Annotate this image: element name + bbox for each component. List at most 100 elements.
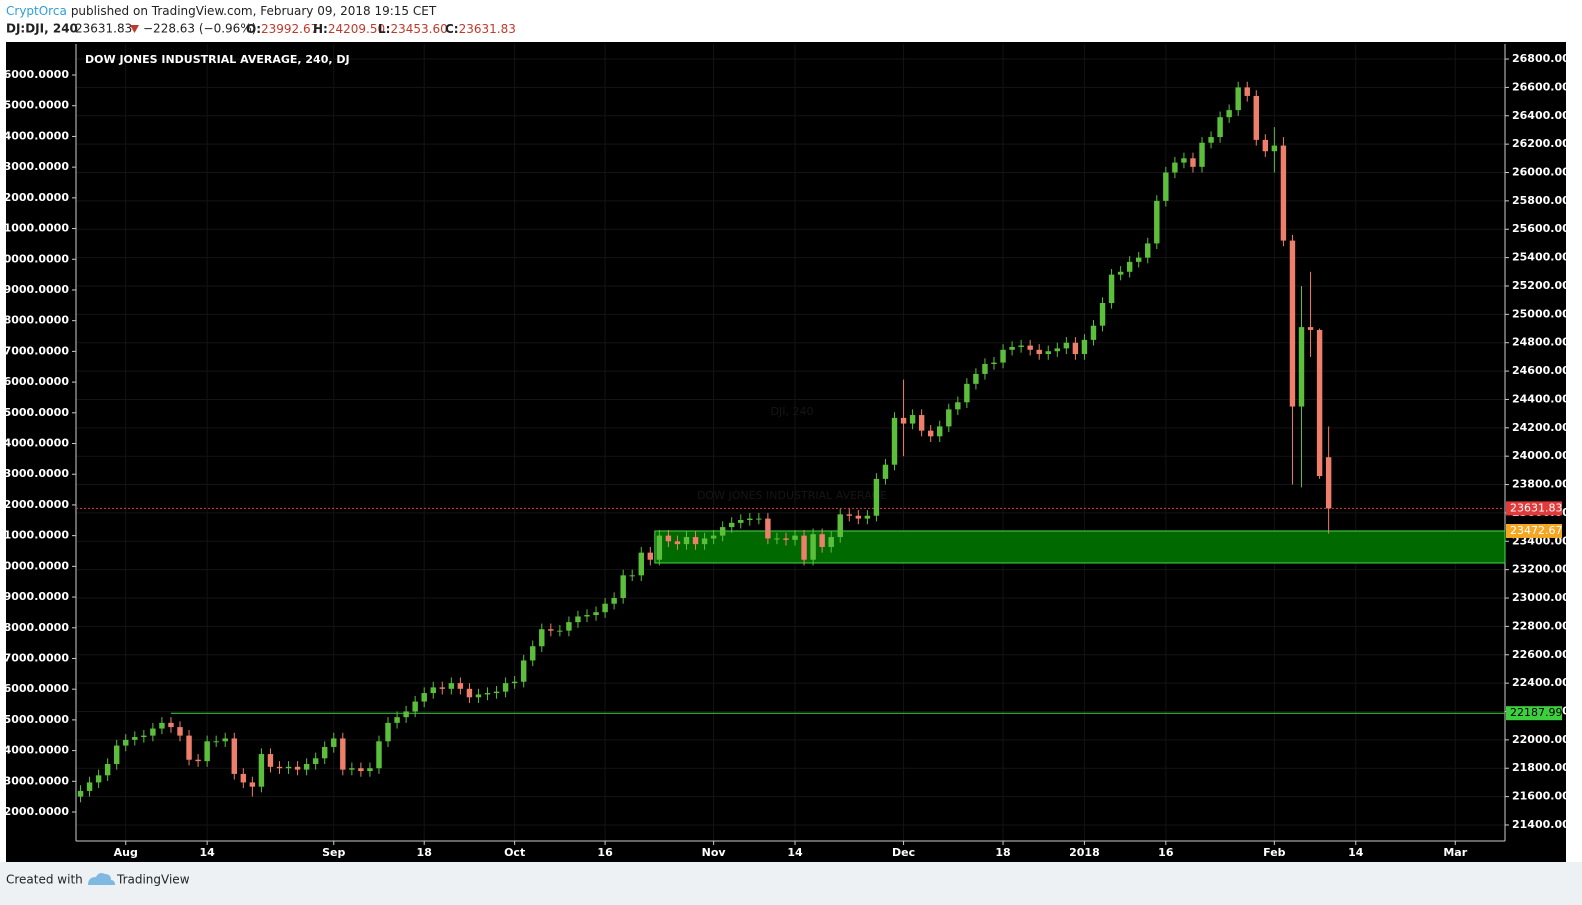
candle-body <box>584 615 590 617</box>
candle-body <box>1145 243 1151 258</box>
x-tick-label: 18 <box>995 846 1010 859</box>
ohlc-item: H:24209.50 <box>313 22 385 36</box>
publisher[interactable]: CryptOrca <box>6 4 67 18</box>
candle-body <box>1000 349 1006 363</box>
candle-body <box>701 538 708 545</box>
candle-body <box>1108 274 1115 304</box>
candle-body <box>891 417 898 465</box>
candle-body <box>747 518 753 521</box>
candle-body <box>1018 345 1024 347</box>
candle-body <box>294 766 301 770</box>
y2-tick-label: 23200.00 <box>1512 563 1570 576</box>
brand[interactable]: TradingView <box>116 873 190 887</box>
candle-body <box>1027 345 1033 350</box>
candle-body <box>1099 303 1106 326</box>
candle-body <box>783 538 789 540</box>
candle-body <box>728 522 735 528</box>
candle-body <box>756 518 762 520</box>
candle-body <box>1244 87 1250 96</box>
candle-body <box>575 616 581 623</box>
x-tick-label: 14 <box>787 846 803 859</box>
y-tick-label: 35000.0000 <box>0 99 69 112</box>
price-tag <box>1506 501 1562 516</box>
y-tick-label: 15000.0000 <box>0 713 69 726</box>
y2-tick-label: 22600.00 <box>1512 648 1570 661</box>
candle-body <box>1072 342 1079 355</box>
ohlc-label: L: <box>378 22 390 36</box>
candle-body <box>647 552 654 560</box>
candle-body <box>493 691 500 694</box>
candle-body <box>611 598 617 604</box>
y2-tick-label: 24600.00 <box>1512 364 1570 377</box>
down-arrow <box>130 25 139 33</box>
y-tick-label: 12000.0000 <box>0 805 69 818</box>
published: published on TradingView.com, February 0… <box>71 4 437 18</box>
y2-tick-label: 22800.00 <box>1512 619 1570 632</box>
candle-body <box>113 745 120 764</box>
candle-body <box>331 738 337 747</box>
y2-tick-label: 25400.00 <box>1512 251 1570 264</box>
y-tick-label: 14000.0000 <box>0 744 69 757</box>
candle-body <box>448 683 455 689</box>
logo <box>88 873 115 885</box>
y2-tick-label: 25200.00 <box>1512 279 1570 292</box>
y-tick-label: 36000.0000 <box>0 68 69 81</box>
candle-body <box>692 537 699 545</box>
candle-body <box>204 741 210 762</box>
last-price: 23631.83 <box>75 22 132 36</box>
candle-body <box>1208 137 1214 143</box>
y2-tick-label: 22000.00 <box>1512 733 1570 746</box>
y-tick-label: 20000.0000 <box>0 559 69 572</box>
candle-body <box>1181 158 1187 163</box>
y2-tick-label: 23000.00 <box>1512 591 1570 604</box>
x-tick-label: 14 <box>1348 846 1364 859</box>
candle-body <box>1054 348 1061 352</box>
zone <box>654 530 1506 564</box>
candle-body <box>1226 110 1232 118</box>
candle-body <box>430 687 436 694</box>
candle-body <box>1190 158 1196 167</box>
candle-body <box>1009 346 1015 350</box>
y-tick-label: 32000.0000 <box>0 191 69 204</box>
candle-body <box>765 518 771 539</box>
y-tick-label: 17000.0000 <box>0 651 69 664</box>
ohlc: O:23992.67H:24209.50L:23453.60C:23631.83 <box>246 22 516 36</box>
candle-body <box>792 535 798 540</box>
y2-tick-label: 26400.00 <box>1512 109 1570 122</box>
watermark-name: DOW JONES INDUSTRIAL AVERAGE <box>697 489 887 502</box>
change: −228.63 (−0.96%) <box>143 22 256 36</box>
ohlc-label: O: <box>246 22 261 36</box>
watermark-symbol: DJI, 240 <box>771 405 814 418</box>
publish-line: CryptOrca published on TradingView.com, F… <box>6 4 437 18</box>
x-tick-label: Oct <box>504 846 525 859</box>
candle-body <box>1090 325 1097 340</box>
candle-body <box>475 694 482 698</box>
ohlc-value: 23631.83 <box>459 22 516 36</box>
candle-body <box>104 763 111 776</box>
candle-body <box>991 362 997 364</box>
candle-body <box>973 373 979 384</box>
candle-body <box>502 683 509 692</box>
candle-body <box>86 782 93 791</box>
y2-tick-label: 26200.00 <box>1512 137 1570 150</box>
ohlc-label: C: <box>445 22 459 36</box>
candle-body <box>520 660 527 682</box>
candle-body <box>982 363 988 374</box>
y-tick-label: 27000.0000 <box>0 344 69 357</box>
y2-tick-label: 26000.00 <box>1512 166 1570 179</box>
candle-body <box>656 535 663 560</box>
y2-tick-label: 25600.00 <box>1512 222 1570 235</box>
candle-body <box>1235 87 1241 111</box>
candle-body <box>530 646 536 661</box>
y2-tick-label: 21600.00 <box>1512 790 1570 803</box>
candle-body <box>132 737 138 740</box>
candle-body <box>810 534 816 560</box>
ohlc-value: 24209.50 <box>328 22 385 36</box>
candle-body <box>620 575 626 599</box>
x-tick-label: Nov <box>702 846 727 859</box>
candle-body <box>123 739 129 746</box>
price-tag <box>1506 523 1562 538</box>
y2-tick-label: 21400.00 <box>1512 818 1570 831</box>
